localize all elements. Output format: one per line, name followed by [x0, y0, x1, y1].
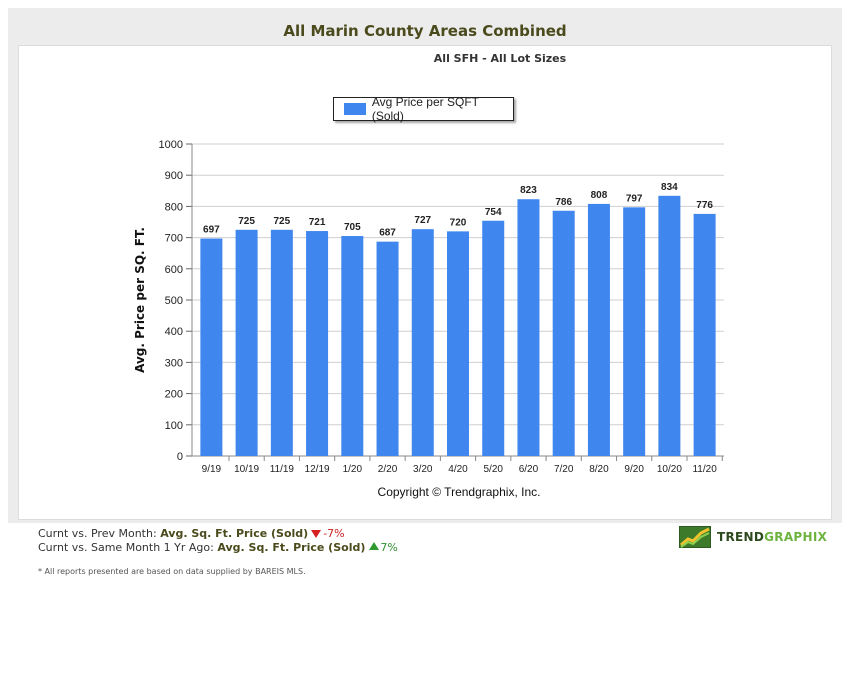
- y-tick-label: 700: [165, 233, 183, 245]
- data-label: 797: [626, 193, 643, 204]
- legend-swatch: [344, 103, 366, 115]
- data-label: 720: [450, 217, 467, 228]
- data-label: 727: [414, 215, 431, 226]
- x-tick-label: 11/20: [692, 464, 717, 475]
- down-arrow-icon: [311, 530, 322, 538]
- x-tick-label: 11/19: [270, 464, 295, 475]
- data-label: 754: [485, 207, 502, 218]
- y-tick-label: 900: [165, 170, 183, 182]
- comparison-prev-month-metric: Avg. Sq. Ft. Price (Sold): [160, 527, 309, 540]
- report-title: All Marin County Areas Combined: [283, 22, 567, 40]
- x-tick-label: 4/20: [448, 464, 468, 475]
- trendgraphix-logo: TRENDGRAPHIX: [679, 526, 827, 548]
- bar: [200, 238, 223, 456]
- bar: [623, 207, 646, 456]
- chart-legend: Avg Price per SQFT (Sold): [333, 95, 514, 123]
- x-axis-caption: Copyright © Trendgraphix, Inc.: [378, 485, 541, 499]
- comparison-year-ago-metric: Avg. Sq. Ft. Price (Sold): [217, 541, 366, 554]
- y-tick-label: 500: [165, 295, 183, 307]
- comparison-prev-month-change: -7%: [323, 527, 345, 540]
- trend-chart-logo-icon: [679, 526, 711, 548]
- comparison-year-ago: Curnt vs. Same Month 1 Yr Ago: Avg. Sq. …: [38, 541, 398, 554]
- data-label: 705: [344, 222, 361, 233]
- x-tick-label: 2/20: [378, 464, 398, 475]
- y-tick-label: 300: [165, 357, 183, 369]
- data-label: 725: [238, 216, 255, 227]
- bar: [517, 199, 540, 456]
- chart-subtitle: All SFH - All Lot Sizes: [433, 52, 567, 65]
- x-tick-label: 1/20: [343, 464, 363, 475]
- x-tick-label: 8/20: [589, 464, 609, 475]
- data-disclaimer: * All reports presented are based on dat…: [38, 567, 306, 576]
- bar: [235, 229, 258, 456]
- bar: [341, 236, 364, 456]
- y-tick-label: 200: [165, 389, 183, 401]
- y-tick-label: 600: [165, 264, 183, 276]
- comparison-prev-month-label: Curnt vs. Prev Month:: [38, 527, 157, 540]
- bar: [376, 241, 399, 456]
- x-tick-label: 10/20: [657, 464, 682, 475]
- data-label: 823: [520, 185, 537, 196]
- x-tick-label: 9/20: [624, 464, 644, 475]
- x-tick-label: 12/19: [305, 464, 330, 475]
- data-label: 725: [273, 216, 290, 227]
- comparison-year-ago-label: Curnt vs. Same Month 1 Yr Ago:: [38, 541, 214, 554]
- y-axis-title: Avg. Price per SQ. FT.: [133, 227, 147, 373]
- y-tick-label: 1000: [159, 139, 183, 151]
- x-tick-label: 7/20: [554, 464, 574, 475]
- bar: [552, 210, 575, 456]
- bar: [658, 195, 681, 457]
- x-tick-label: 9/19: [202, 464, 222, 475]
- comparison-year-ago-change: 7%: [380, 541, 398, 554]
- bar: [447, 231, 469, 456]
- data-label: 697: [203, 225, 220, 236]
- brand-name: TRENDGRAPHIX: [717, 530, 828, 544]
- bar: [270, 229, 293, 456]
- data-label: 721: [309, 217, 326, 228]
- x-tick-label: 10/19: [234, 464, 259, 475]
- data-label: 808: [591, 190, 608, 201]
- y-tick-label: 800: [165, 201, 183, 213]
- data-label: 786: [555, 197, 572, 208]
- data-label: 687: [379, 228, 396, 239]
- up-arrow-icon: [369, 542, 380, 550]
- bar: [482, 220, 505, 456]
- comparison-prev-month: Curnt vs. Prev Month: Avg. Sq. Ft. Price…: [38, 527, 345, 540]
- y-tick-label: 0: [177, 451, 183, 463]
- y-tick-label: 400: [165, 326, 183, 338]
- legend-label: Avg Price per SQFT (Sold): [371, 95, 479, 123]
- bar: [587, 203, 610, 456]
- x-tick-label: 5/20: [483, 464, 503, 475]
- bar: [306, 231, 329, 456]
- x-tick-label: 3/20: [413, 464, 433, 475]
- y-tick-label: 100: [165, 420, 183, 432]
- bar: [411, 229, 434, 456]
- x-tick-label: 6/20: [519, 464, 539, 475]
- bar: [693, 213, 716, 456]
- data-label: 834: [661, 182, 678, 193]
- data-label: 776: [696, 200, 713, 211]
